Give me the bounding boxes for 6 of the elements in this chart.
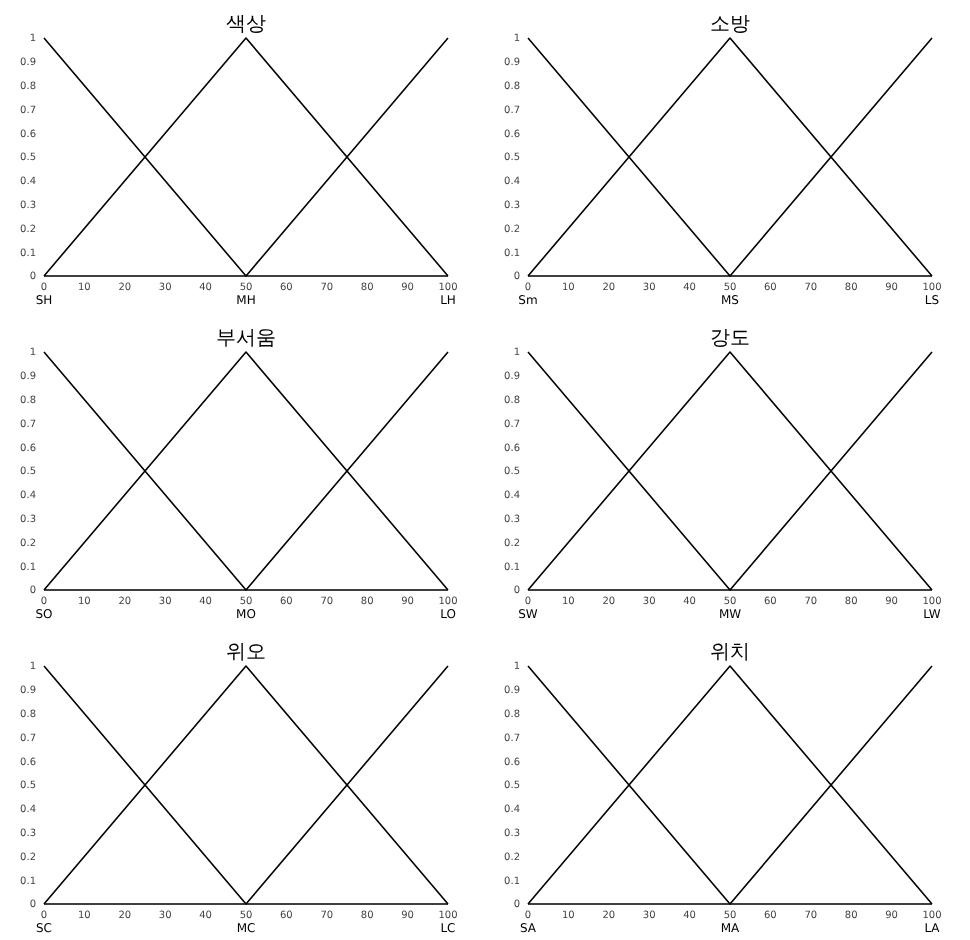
chart-title: 강도 [710, 328, 750, 350]
chart-title: 소방 [710, 14, 750, 36]
chart-title: 위치 [710, 642, 750, 664]
chart-title: 부서움 [216, 328, 276, 350]
chart-title: 색상 [226, 14, 266, 36]
chart-title: 위오 [226, 642, 266, 664]
